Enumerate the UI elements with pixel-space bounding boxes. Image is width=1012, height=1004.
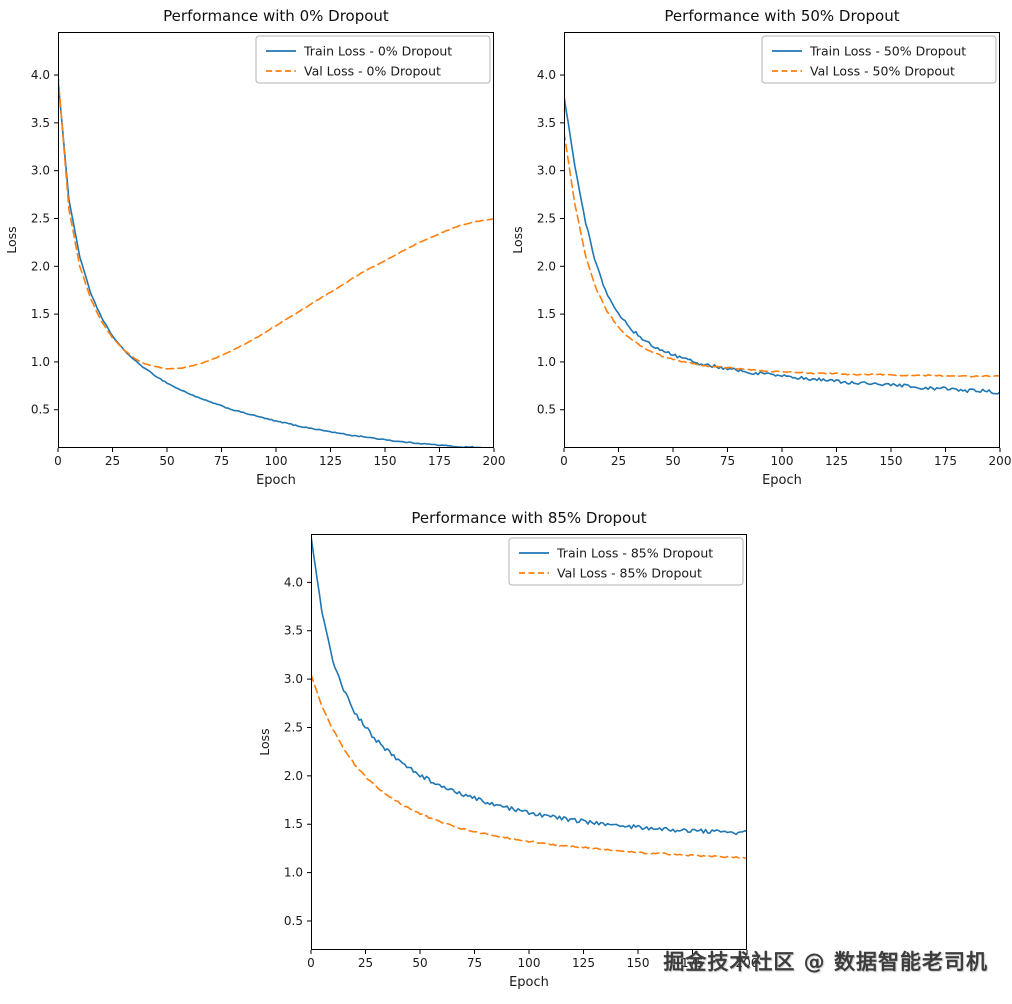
x-tick-label: 150 (627, 956, 650, 970)
x-tick-label: 175 (681, 956, 704, 970)
series-group (58, 74, 494, 448)
legend: Train Loss - 0% Dropout Val Loss - 0% Dro… (255, 35, 491, 84)
y-axis: 0.5 1.0 1.5 2.0 2.5 3.0 3.5 4.0 Loss (510, 68, 564, 417)
x-tick-label: 175 (934, 454, 957, 468)
x-tick-label: 100 (518, 956, 541, 970)
series-group (311, 535, 747, 860)
x-tick-label: 75 (720, 454, 735, 468)
y-tick-label: 4.0 (284, 575, 303, 589)
val-loss-line (58, 74, 494, 370)
y-tick-label: 2.5 (537, 211, 556, 225)
y-axis-label: Loss (4, 226, 19, 253)
val-loss-line (311, 673, 747, 860)
x-tick-label: 0 (307, 956, 315, 970)
x-tick-label: 150 (374, 454, 397, 468)
y-tick-label: 3.0 (284, 672, 303, 686)
y-axis: 0.5 1.0 1.5 2.0 2.5 3.0 3.5 4.0 Loss (257, 575, 311, 928)
plot-svg: 0 25 50 75 100 125 150 175 200 Epoch 0.5 1.0 1.5 2.0 2… (257, 534, 758, 990)
legend-label: Val Loss - 50% Dropout (810, 64, 955, 79)
chart-title: Performance with 50% Dropout (664, 7, 900, 25)
y-tick-label: 2.0 (284, 769, 303, 783)
y-tick-label: 1.0 (537, 355, 556, 369)
train-loss-line (564, 95, 1000, 395)
y-tick-label: 4.0 (537, 68, 556, 82)
y-tick-label: 4.0 (31, 68, 50, 82)
axes-frame (58, 32, 494, 448)
chart-0-percent-dropout: Performance with 0% Dropout 0 25 50 75 100 12… (0, 0, 506, 500)
y-tick-label: 3.5 (537, 116, 556, 130)
x-tick-label: 25 (105, 454, 120, 468)
x-tick-label: 50 (412, 956, 427, 970)
chart-title: Performance with 0% Dropout (163, 7, 389, 25)
legend-label: Train Loss - 85% Dropout (556, 546, 713, 561)
y-tick-label: 3.5 (284, 624, 303, 638)
series-group (564, 95, 1000, 395)
x-tick-label: 125 (825, 454, 848, 468)
legend: Train Loss - 50% Dropout Val Loss - 50% D… (761, 35, 997, 84)
legend-box (761, 35, 997, 84)
x-axis-label: Epoch (256, 473, 296, 488)
chart-title: Performance with 85% Dropout (411, 509, 647, 527)
y-tick-label: 1.0 (284, 866, 303, 880)
y-tick-label: 3.0 (537, 164, 556, 178)
legend-box (508, 537, 744, 586)
x-tick-label: 125 (572, 956, 595, 970)
x-tick-label: 50 (665, 454, 680, 468)
x-tick-label: 0 (54, 454, 62, 468)
train-loss-line (58, 79, 494, 448)
plot-svg: 0 25 50 75 100 125 150 175 200 Epoch 0.5 1.0 1.5 2.0 2… (510, 32, 1011, 488)
plot-svg: 0 25 50 75 100 125 150 175 200 Epoch 0.5 1.0 1.5 2.0 2… (4, 32, 505, 488)
chart-50-percent-dropout: Performance with 50% Dropout 0 25 50 75 100 1… (506, 0, 1012, 500)
x-tick-label: 50 (159, 454, 174, 468)
y-tick-label: 0.5 (284, 914, 303, 928)
x-tick-label: 100 (771, 454, 794, 468)
y-tick-label: 3.5 (31, 116, 50, 130)
axes-frame (564, 32, 1000, 448)
x-tick-label: 175 (428, 454, 451, 468)
train-loss-line (311, 535, 747, 836)
y-tick-label: 2.0 (537, 259, 556, 273)
y-tick-label: 3.0 (31, 164, 50, 178)
y-tick-label: 1.5 (31, 307, 50, 321)
x-tick-label: 75 (467, 956, 482, 970)
y-axis-label: Loss (510, 226, 525, 253)
y-tick-label: 0.5 (537, 403, 556, 417)
y-tick-label: 2.0 (31, 259, 50, 273)
legend-label: Train Loss - 50% Dropout (809, 44, 966, 59)
x-tick-label: 150 (880, 454, 903, 468)
y-axis-label: Loss (257, 728, 272, 755)
y-tick-label: 0.5 (31, 403, 50, 417)
y-tick-label: 1.5 (284, 817, 303, 831)
x-tick-label: 25 (358, 956, 373, 970)
x-tick-label: 0 (560, 454, 568, 468)
x-tick-label: 25 (611, 454, 626, 468)
chart-85-percent-dropout: Performance with 85% Dropout 0 25 50 75 100 1… (253, 502, 759, 1002)
x-axis-label: Epoch (509, 975, 549, 990)
x-tick-label: 200 (483, 454, 506, 468)
legend-label: Val Loss - 0% Dropout (304, 64, 441, 79)
x-axis-label: Epoch (762, 473, 802, 488)
y-tick-label: 2.5 (31, 211, 50, 225)
x-tick-label: 200 (989, 454, 1012, 468)
x-tick-label: 75 (214, 454, 229, 468)
x-axis: 0 25 50 75 100 125 150 175 200 Epoch (560, 448, 1011, 488)
legend-label: Train Loss - 0% Dropout (303, 44, 452, 59)
y-tick-label: 1.5 (537, 307, 556, 321)
x-axis: 0 25 50 75 100 125 150 175 200 Epoch (54, 448, 505, 488)
legend-box (255, 35, 491, 84)
legend: Train Loss - 85% Dropout Val Loss - 85% D… (508, 537, 744, 586)
x-tick-label: 100 (265, 454, 288, 468)
axes-frame (311, 534, 747, 950)
legend-label: Val Loss - 85% Dropout (557, 566, 702, 581)
val-loss-line (564, 131, 1000, 378)
x-tick-label: 125 (319, 454, 342, 468)
x-tick-label: 200 (736, 956, 759, 970)
y-axis: 0.5 1.0 1.5 2.0 2.5 3.0 3.5 4.0 Loss (4, 68, 58, 417)
x-axis: 0 25 50 75 100 125 150 175 200 Epoch (307, 950, 758, 990)
y-tick-label: 2.5 (284, 720, 303, 734)
watermark: 掘金技术社区 @ 数据智能老司机 (663, 950, 988, 974)
y-tick-label: 1.0 (31, 355, 50, 369)
